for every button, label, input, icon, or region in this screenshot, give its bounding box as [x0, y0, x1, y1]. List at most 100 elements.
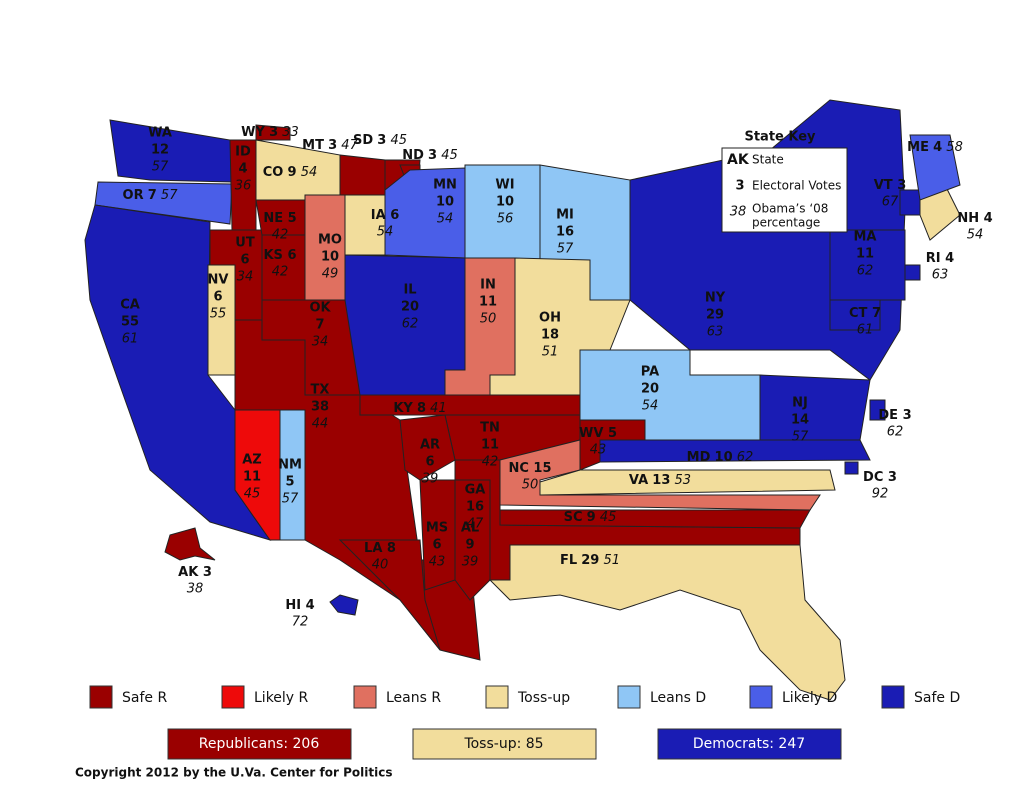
state-label: OR 7 57 — [123, 188, 179, 203]
state-pct: 72 — [292, 615, 309, 630]
state-abbr: ID — [235, 145, 251, 160]
state-ev: 10 — [496, 195, 514, 210]
state-abbr: RI — [926, 251, 941, 266]
state-abbr: VA — [629, 473, 648, 488]
total-box — [167, 728, 352, 760]
state-shape — [909, 134, 961, 201]
state-abbr: KY — [393, 401, 413, 416]
state-ev: 55 — [121, 315, 139, 330]
state-label: DE 3 — [878, 408, 911, 423]
state-ev: 9 — [288, 165, 297, 180]
state-abbr: AK — [178, 565, 199, 580]
state-abbr: HI — [285, 598, 301, 613]
total-box — [657, 728, 842, 760]
state-label: WV 5 — [579, 426, 617, 441]
state-pct: 57 — [282, 492, 299, 507]
state-abbr: AR — [420, 438, 440, 453]
state-pct: 57 — [792, 430, 809, 445]
state-pct: 62 — [857, 264, 874, 279]
state-label: VT 3 — [874, 178, 907, 193]
state-label: AK 3 — [178, 565, 212, 580]
state-label: SD 3 45 — [353, 133, 407, 148]
state-abbr: DE — [878, 408, 898, 423]
key-ev-text: Electoral Votes — [752, 179, 841, 193]
state-ev: 3 — [903, 408, 912, 423]
legend-swatch — [617, 685, 641, 709]
state-pct: 58 — [946, 140, 963, 155]
state-ev: 16 — [556, 225, 574, 240]
state-pct: 39 — [462, 555, 479, 570]
state-pct: 42 — [272, 228, 289, 243]
state-ev: 10 — [715, 450, 733, 465]
state-abbr: WY — [241, 125, 265, 140]
state-ev: 6 — [213, 290, 222, 305]
state-pct: 61 — [122, 332, 139, 347]
state-label: VA 13 53 — [629, 473, 691, 488]
state-abbr: IA — [371, 208, 386, 223]
legend-label: Likely D — [782, 690, 837, 706]
state-abbr: ND — [402, 148, 424, 163]
state-pct: 36 — [235, 179, 252, 194]
state-ev: 7 — [148, 188, 157, 203]
state-ev: 20 — [641, 382, 659, 397]
state-ev: 7 — [315, 318, 324, 333]
state-abbr: AL — [461, 521, 479, 536]
state-label: SC 9 45 — [564, 510, 617, 525]
legend-label: Safe D — [914, 690, 960, 706]
state-pct: 53 — [675, 473, 692, 488]
total-label: Republicans: 206 — [199, 736, 320, 752]
key-abbr-text: State — [752, 153, 784, 167]
state-pct: 42 — [482, 455, 499, 470]
state-abbr: LA — [364, 541, 382, 556]
state-label: ME 4 58 — [907, 140, 963, 155]
state-abbr: KS — [263, 248, 282, 263]
state-ev: 11 — [479, 295, 497, 310]
state-abbr: NV — [208, 273, 229, 288]
state-ev: 3 — [377, 133, 386, 148]
state-ev: 8 — [417, 401, 426, 416]
state-abbr: IL — [403, 283, 416, 298]
state-shape — [399, 414, 456, 481]
state-pct: 55 — [210, 307, 227, 322]
state-pct: 34 — [312, 335, 329, 350]
state-ev: 5 — [608, 426, 617, 441]
state-abbr: NJ — [792, 396, 808, 411]
key-abbr: AK — [727, 152, 750, 168]
state-pct: 50 — [480, 312, 497, 327]
legend-swatch — [353, 685, 377, 709]
state-pct: 63 — [707, 325, 724, 340]
state-ev: 16 — [466, 500, 484, 515]
legend-label: Likely R — [254, 690, 309, 706]
state-pct: 54 — [437, 212, 454, 227]
state-shape — [759, 374, 871, 441]
state-abbr: OR — [123, 188, 144, 203]
state-ev: 4 — [984, 211, 993, 226]
state-shape — [255, 124, 291, 141]
state-abbr: DC — [863, 470, 883, 485]
state-label: WY 3 33 — [241, 125, 299, 140]
state-pct: 54 — [642, 399, 659, 414]
state-pct: 33 — [282, 125, 299, 140]
state-ev: 5 — [288, 211, 297, 226]
state-pct: 38 — [187, 582, 204, 597]
state-pct: 39 — [422, 472, 439, 487]
state-label: RI 4 — [926, 251, 954, 266]
state-abbr: CT — [849, 306, 868, 321]
state-pct: 45 — [244, 487, 261, 502]
state-pct: 45 — [600, 510, 617, 525]
state-ev: 3 — [897, 178, 906, 193]
state-ev: 29 — [706, 308, 724, 323]
key-title: State Key — [744, 130, 816, 145]
state-ev: 8 — [387, 541, 396, 556]
legend-swatch — [749, 685, 773, 709]
state-shape — [539, 469, 836, 496]
state-pct: 43 — [429, 555, 446, 570]
state-shape — [499, 509, 811, 529]
state-ev: 4 — [306, 598, 315, 613]
state-shape — [599, 439, 871, 463]
state-abbr: VT — [874, 178, 893, 193]
state-pct: 57 — [557, 242, 574, 257]
state-abbr: NY — [705, 291, 726, 306]
